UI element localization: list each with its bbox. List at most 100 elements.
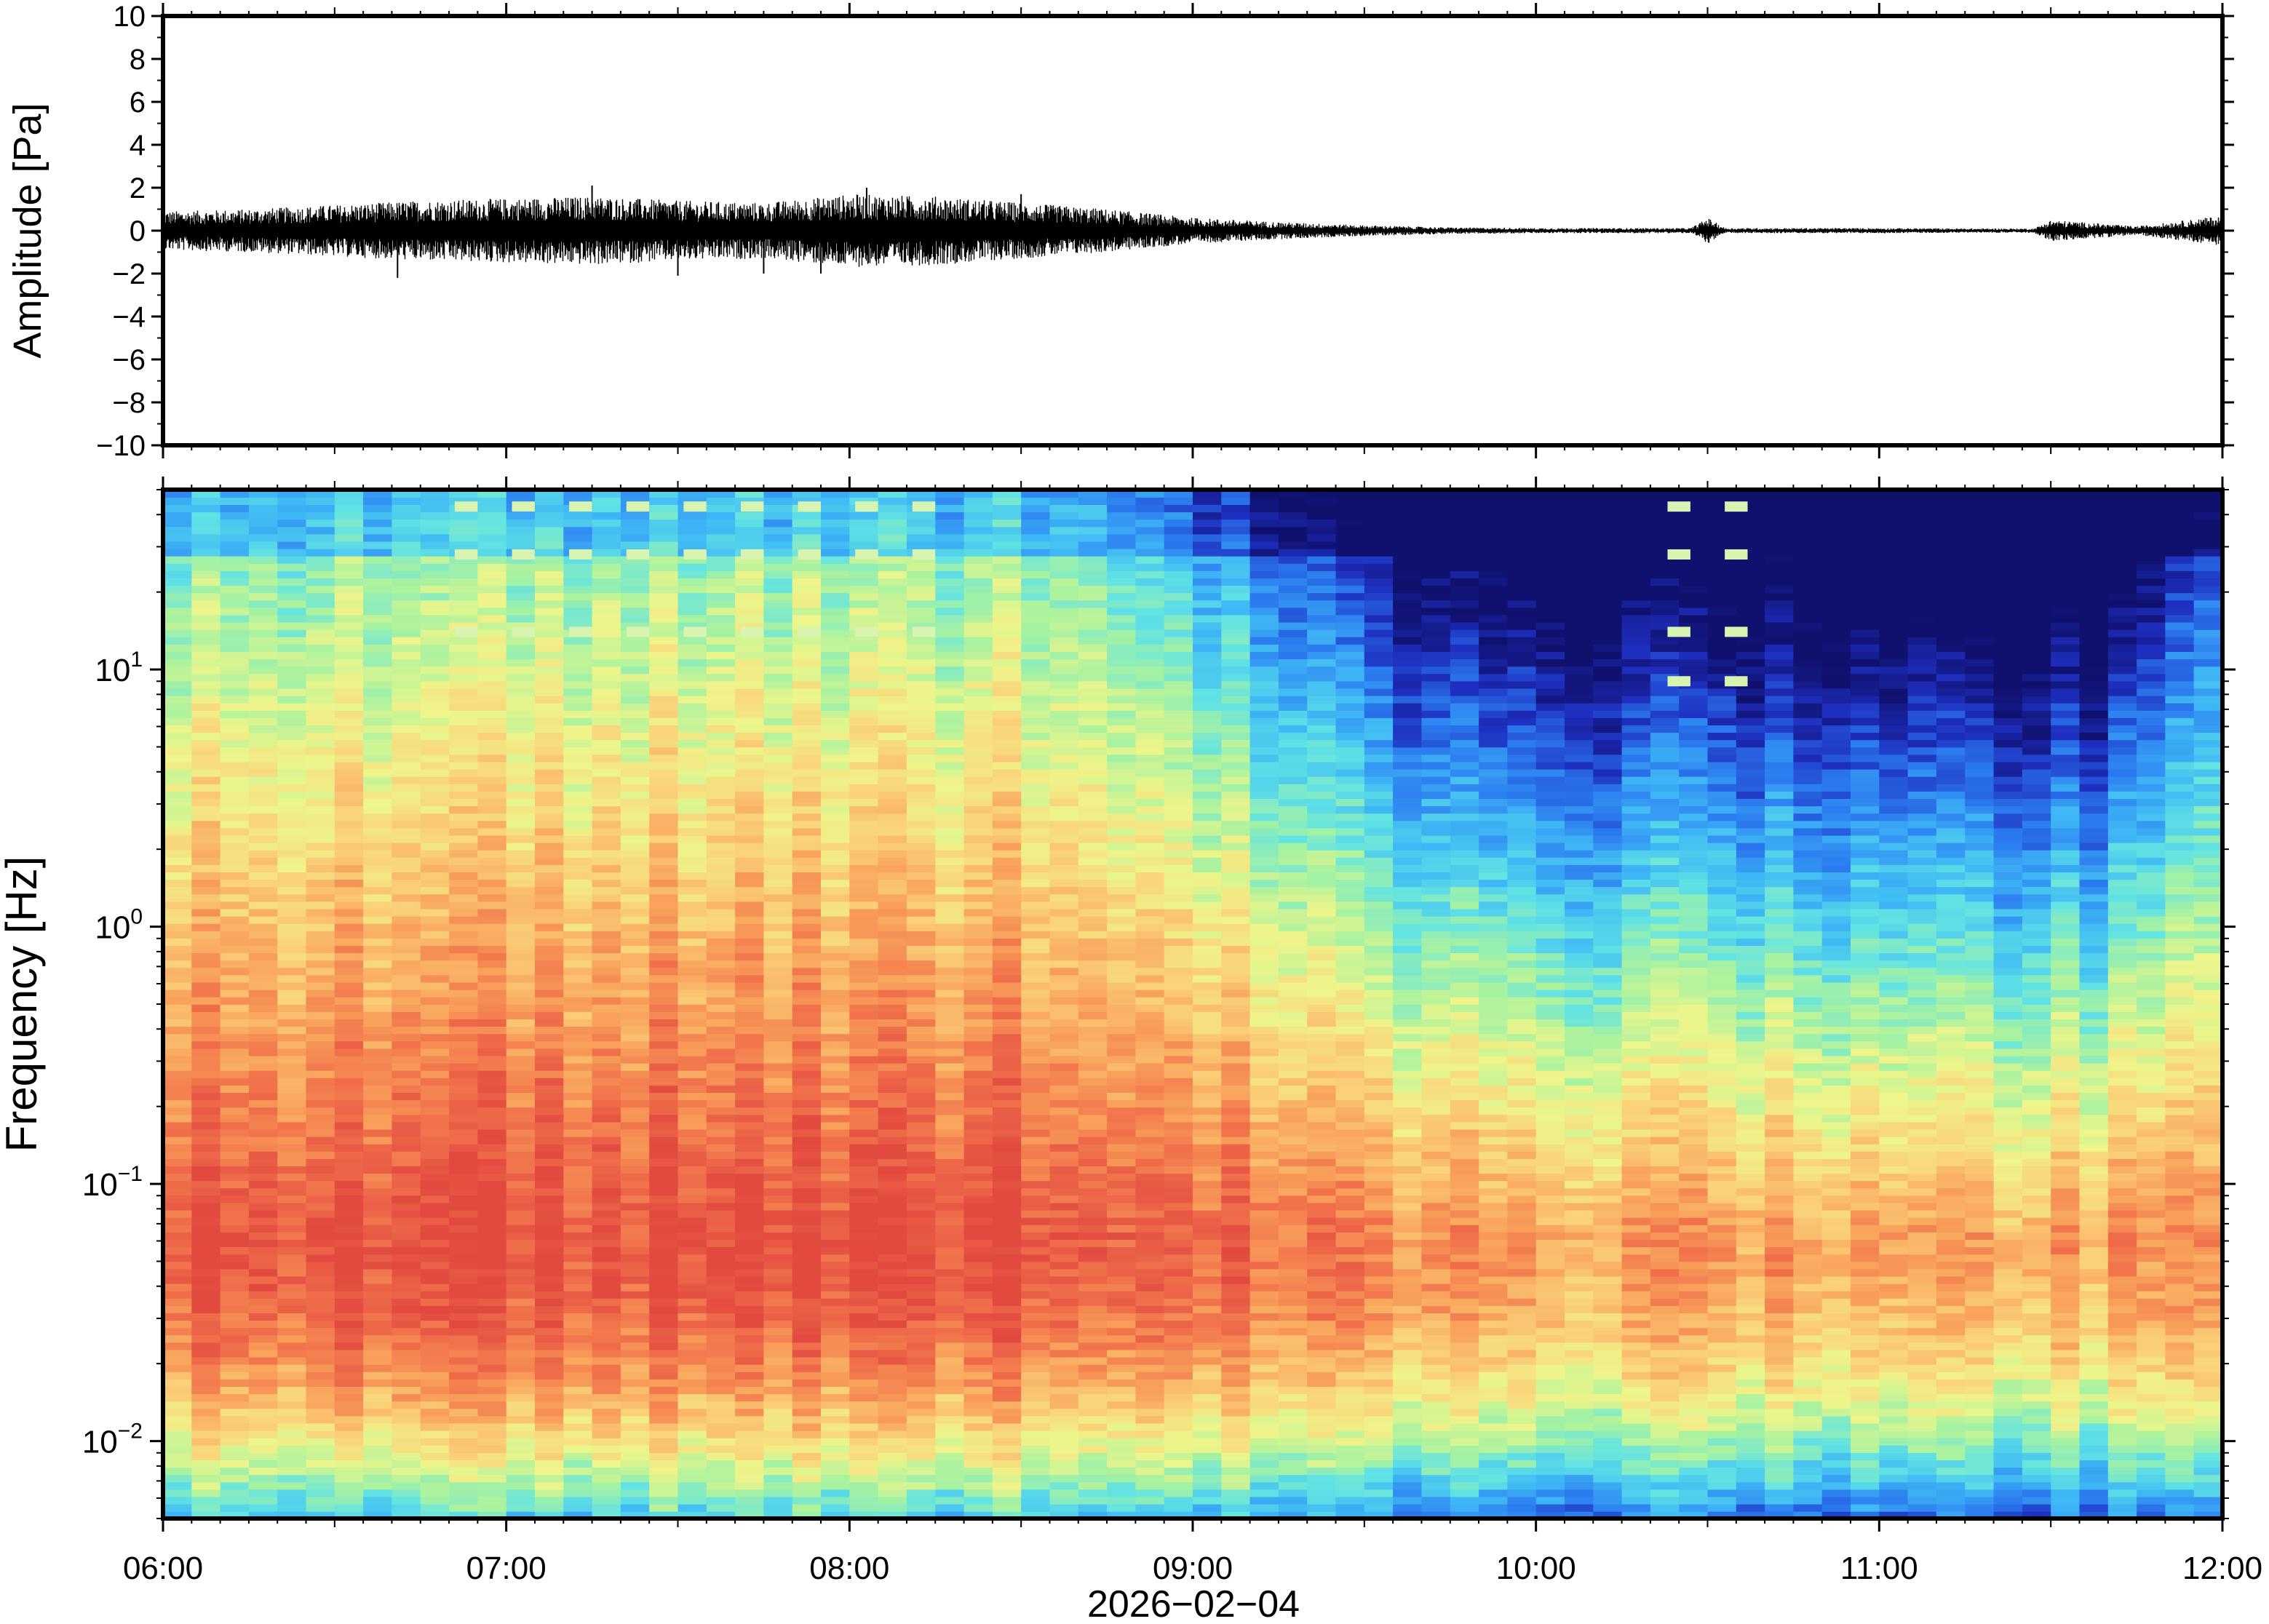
spectrogram-cell <box>592 1019 621 1027</box>
spectrogram-cell <box>306 1166 335 1174</box>
spectrogram-cell <box>220 1261 250 1270</box>
spectrogram-cell <box>163 776 193 784</box>
spectrogram-cell <box>449 857 479 865</box>
spectrogram-cell <box>592 621 621 630</box>
spectrogram-cell <box>963 1099 993 1108</box>
spectrogram-cell <box>563 842 593 851</box>
spectrogram-cell <box>620 1092 650 1101</box>
spectrogram-cell <box>477 1401 507 1409</box>
spectrogram-cell <box>477 923 507 931</box>
spectrogram-cell <box>649 673 679 682</box>
spectrogram-cell <box>191 533 221 542</box>
spectrogram-cell <box>963 490 993 498</box>
spectrogram-cell <box>878 519 907 528</box>
spectrogram-cell <box>163 835 193 843</box>
spectrogram-cell <box>992 1452 1022 1460</box>
spectrogram-cell <box>792 761 822 770</box>
spectrogram-cell <box>306 519 335 528</box>
spectrogram-cell <box>706 791 736 799</box>
spectrogram-cell <box>563 1136 593 1145</box>
spectrogram-cell <box>277 960 307 968</box>
spectrogram-cell <box>763 974 793 983</box>
spectrogram-cell <box>363 872 393 880</box>
spectrogram-cell <box>649 600 679 608</box>
spectrogram-cell <box>1049 1386 1079 1395</box>
spectrogram-cell <box>334 776 364 784</box>
spectrogram-cell <box>1049 680 1079 689</box>
spectrogram-cell <box>334 754 364 763</box>
spectrogram-cell <box>449 1070 479 1078</box>
spectrogram-cell <box>248 533 278 542</box>
spectrogram-cell <box>792 1268 822 1277</box>
spectrogram-cell <box>334 1180 364 1189</box>
spectrogram-cell <box>592 1298 621 1306</box>
spectrogram-cell <box>191 1099 221 1108</box>
spectrogram-cell <box>963 901 993 909</box>
spectrogram-cell <box>735 1011 765 1019</box>
spectrogram-cell <box>763 1275 793 1284</box>
spectrogram-cell <box>506 680 536 689</box>
spectrogram-cell <box>477 541 507 549</box>
spectrogram-cell <box>706 1379 736 1387</box>
spectrogram-cell <box>392 1467 421 1476</box>
spectrogram-cell <box>878 982 907 990</box>
spectrogram-cell <box>563 945 593 954</box>
spectrogram-cell <box>963 497 993 505</box>
spectrogram-cell <box>506 1342 536 1350</box>
spectrogram-cell <box>906 872 936 880</box>
spectrogram-cell <box>535 1496 565 1505</box>
spectrogram-cell <box>1021 989 1051 998</box>
spectrogram-cell <box>821 1342 851 1350</box>
spectrogram-cell <box>735 1173 765 1182</box>
spectrogram-cell <box>477 1356 507 1365</box>
spectrogram-cell <box>535 1393 565 1402</box>
spectrogram-cell <box>677 1026 707 1035</box>
spectrogram-cell <box>363 1151 393 1159</box>
spectrogram-cell <box>392 768 421 777</box>
spectrogram-cell <box>677 960 707 968</box>
spectrogram-cell <box>735 1232 765 1240</box>
spectrogram-cell <box>763 1078 793 1086</box>
spectrogram-cell <box>763 754 793 763</box>
spectrogram-cell <box>849 827 879 836</box>
spectrogram-cell <box>878 1422 907 1431</box>
spectrogram-cell <box>1078 835 1108 843</box>
spectrogram-cell <box>620 842 650 851</box>
spectrogram-cell <box>735 1313 765 1321</box>
spectrogram-cell <box>706 1474 736 1483</box>
spectrogram-cell <box>477 555 507 564</box>
spectrogram-cell <box>248 1173 278 1182</box>
spectrogram-cell <box>1049 820 1079 829</box>
spectrogram-cell <box>277 1232 307 1240</box>
spectrogram-cell <box>735 578 765 586</box>
spectrogram-cell <box>449 1510 479 1518</box>
spectrogram-cell <box>363 629 393 637</box>
spectrogram-cell <box>963 1313 993 1321</box>
spectrogram-cell <box>935 996 965 1005</box>
spectrogram-cell <box>248 1356 278 1365</box>
spectrogram-cell <box>306 1055 335 1064</box>
spectrogram-cell <box>677 791 707 799</box>
spectrogram-cell <box>163 570 193 578</box>
spectrogram-cell <box>191 1364 221 1372</box>
spectrogram-cell <box>992 1415 1022 1424</box>
spectrogram-cell <box>363 761 393 770</box>
spectrogram-cell <box>277 1481 307 1490</box>
spectrogram-cell <box>563 1209 593 1218</box>
spectrogram-cell <box>277 1313 307 1321</box>
spectrogram-cell <box>592 1026 621 1035</box>
spectrogram-cell <box>163 1430 193 1438</box>
spectrogram-cell <box>363 717 393 725</box>
spectrogram-cell <box>220 1334 250 1343</box>
spectrogram-cell <box>620 585 650 594</box>
spectrogram-cell <box>506 813 536 821</box>
spectrogram-cell <box>821 1364 851 1372</box>
spectrogram-cell <box>878 893 907 902</box>
spectrogram-cell <box>792 614 822 623</box>
spectrogram-cell <box>477 1151 507 1159</box>
spectrogram-cell <box>277 1062 307 1071</box>
spectrogram-cell <box>420 673 450 682</box>
spectrogram-cell <box>677 879 707 888</box>
spectrogram-cell <box>392 592 421 601</box>
